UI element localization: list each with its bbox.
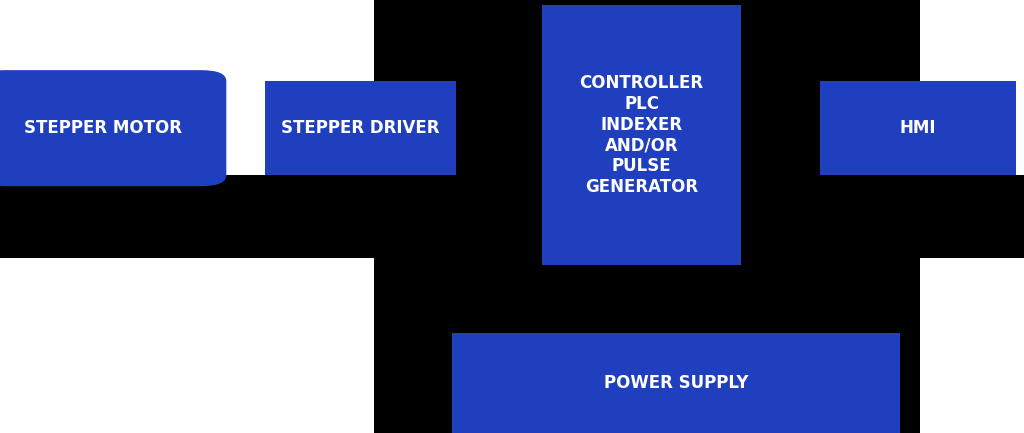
Bar — [920, 0, 1024, 175]
Text: CONTROLLER
PLC
INDEXER
AND/OR
PULSE
GENERATOR: CONTROLLER PLC INDEXER AND/OR PULSE GENE… — [580, 74, 703, 196]
Bar — [920, 258, 1024, 433]
FancyBboxPatch shape — [0, 70, 226, 186]
FancyBboxPatch shape — [265, 81, 456, 175]
Bar — [0, 258, 374, 433]
Bar — [0, 0, 374, 175]
Text: POWER SUPPLY: POWER SUPPLY — [603, 374, 749, 392]
Text: STEPPER MOTOR: STEPPER MOTOR — [24, 119, 182, 137]
FancyBboxPatch shape — [452, 333, 900, 433]
FancyBboxPatch shape — [542, 5, 741, 265]
FancyBboxPatch shape — [820, 81, 1016, 175]
Text: HMI: HMI — [900, 119, 936, 137]
Text: STEPPER DRIVER: STEPPER DRIVER — [282, 119, 439, 137]
